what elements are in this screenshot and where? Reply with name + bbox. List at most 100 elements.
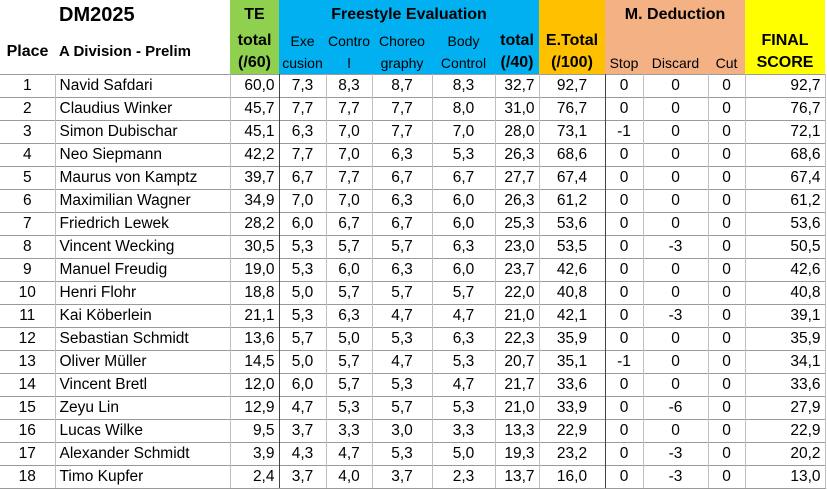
body-control-cell: 5,0 xyxy=(432,441,496,465)
control-cell: 4,7 xyxy=(326,441,373,465)
te-total-cell: 12,0 xyxy=(229,372,280,396)
te-total-cell: 45,1 xyxy=(229,119,280,143)
stop-cell: -1 xyxy=(605,119,644,143)
table-row: 6 Maximilian Wagner 34,9 7,0 7,0 6,3 6,0 26,3 61… xyxy=(0,188,826,212)
final-score-cell: 22,9 xyxy=(744,418,826,442)
discard-cell: 0 xyxy=(643,211,709,235)
te-total-cell: 3,9 xyxy=(229,441,280,465)
table-row: 13 Oliver Müller 14,5 5,0 5,7 4,7 5,3 20,7 35,1-… xyxy=(0,349,826,373)
cut-cell: 0 xyxy=(708,73,746,97)
freestyle-total-cell: 25,3 xyxy=(495,211,540,235)
etotal-cell: 33,9 xyxy=(538,395,606,419)
final-score-cell: 53,6 xyxy=(744,211,826,235)
control-cell: 6,7 xyxy=(326,211,373,235)
freestyle-total-cell: 21,0 xyxy=(495,303,540,327)
execution-cell: 5,7 xyxy=(279,326,327,350)
choreography-cell: 6,3 xyxy=(372,142,433,166)
stop-cell: 0 xyxy=(605,418,644,442)
freestyle-total-cell: 31,0 xyxy=(495,96,540,120)
choreography-cell: 7,7 xyxy=(372,96,433,120)
freestyle-total-cell: 27,7 xyxy=(495,165,540,189)
table-row: 16 Lucas Wilke 9,5 3,7 3,3 3,0 3,3 13,3 22,9 0 0 0 2… xyxy=(0,418,826,442)
final-score-cell: 20,2 xyxy=(744,441,826,465)
discard-cell: 0 xyxy=(643,349,709,373)
execution-cell: 5,3 xyxy=(279,303,327,327)
deduction-blank-cut xyxy=(708,30,746,52)
final-score-cell: 13,0 xyxy=(744,464,826,489)
final-score-cell: 39,1 xyxy=(744,303,826,327)
final-label: FINAL xyxy=(745,30,826,52)
discard-cell: -3 xyxy=(643,441,709,465)
execution-cell: 3,7 xyxy=(279,418,327,442)
etotal-cell: 53,5 xyxy=(538,234,606,258)
te-total-cell: 12,9 xyxy=(229,395,280,419)
control-label-2: l xyxy=(326,52,372,74)
etotal-cell: 67,4 xyxy=(538,165,606,189)
execution-cell: 7,7 xyxy=(279,96,327,120)
place-cell: 4 xyxy=(0,142,56,166)
freestyle-total-label: total xyxy=(495,30,539,52)
athlete-name: Timo Kupfer xyxy=(55,464,231,489)
stop-cell: 0 xyxy=(605,464,644,489)
freestyle-total-cell: 21,7 xyxy=(495,372,540,396)
cut-cell: 0 xyxy=(708,372,746,396)
stop-cell: 0 xyxy=(605,303,644,327)
choreography-cell: 5,7 xyxy=(372,234,433,258)
etotal-cell: 42,6 xyxy=(538,257,606,281)
execution-cell: 4,3 xyxy=(279,441,327,465)
te-total-cell: 60,0 xyxy=(229,73,280,97)
place-cell: 9 xyxy=(0,257,56,281)
stop-cell: 0 xyxy=(605,211,644,235)
control-cell: 5,0 xyxy=(326,326,373,350)
cut-cell: 0 xyxy=(708,188,746,212)
te-total-cell: 39,7 xyxy=(229,165,280,189)
athlete-name: Neo Siepmann xyxy=(55,142,231,166)
cut-cell: 0 xyxy=(708,418,746,442)
cut-cell: 0 xyxy=(708,257,746,281)
control-cell: 3,3 xyxy=(326,418,373,442)
freestyle-total-cell: 21,0 xyxy=(495,395,540,419)
stop-cell: 0 xyxy=(605,280,644,304)
etotal-cell: 16,0 xyxy=(538,464,606,489)
body-control-cell: 6,0 xyxy=(432,257,496,281)
athlete-name: Manuel Freudig xyxy=(55,257,231,281)
control-cell: 5,7 xyxy=(326,280,373,304)
athlete-name: Zeyu Lin xyxy=(55,395,231,419)
final-score-cell: 40,8 xyxy=(744,280,826,304)
discard-cell: 0 xyxy=(643,73,709,97)
control-cell: 5,7 xyxy=(326,349,373,373)
final-score-cell: 68,6 xyxy=(744,142,826,166)
body-control-cell: 8,3 xyxy=(432,73,496,97)
etotal-cell: 40,8 xyxy=(538,280,606,304)
athlete-name: Navid Safdari xyxy=(55,73,231,97)
discard-cell: -6 xyxy=(643,395,709,419)
athlete-name: Vincent Wecking xyxy=(55,234,231,258)
table-row: 14 Vincent Bretl 12,0 6,0 5,7 5,3 4,7 21,7 33,6 0… xyxy=(0,372,826,396)
body-control-cell: 4,7 xyxy=(432,303,496,327)
deduction-header: M. Deduction xyxy=(605,0,746,30)
cut-cell: 0 xyxy=(708,303,746,327)
page-title: DM2025 xyxy=(59,3,135,26)
etotal-header-top xyxy=(539,0,605,30)
stop-cell: -1 xyxy=(605,349,644,373)
stop-label: Stop xyxy=(605,52,643,74)
etotal-unit: (/100) xyxy=(539,52,605,74)
control-cell: 5,3 xyxy=(326,395,373,419)
execution-cell: 5,3 xyxy=(279,257,327,281)
athlete-name: Claudius Winker xyxy=(55,96,231,120)
athlete-name: Vincent Bretl xyxy=(55,372,231,396)
discard-cell: 0 xyxy=(643,142,709,166)
te-total-cell: 21,1 xyxy=(229,303,280,327)
discard-label: Discard xyxy=(643,52,708,74)
choreography-cell: 6,7 xyxy=(372,165,433,189)
cut-cell: 0 xyxy=(708,441,746,465)
discard-cell: 0 xyxy=(643,188,709,212)
execution-cell: 6,7 xyxy=(279,165,327,189)
body-control-cell: 6,0 xyxy=(432,211,496,235)
place-cell: 12 xyxy=(0,326,56,350)
cut-cell: 0 xyxy=(708,96,746,120)
deduction-blank-stop xyxy=(605,30,643,52)
execution-cell: 7,7 xyxy=(279,142,327,166)
etotal-cell: 35,1 xyxy=(538,349,606,373)
table-row: 1 Navid Safdari 60,0 7,3 8,3 8,7 8,3 32,7 92,7 0 0… xyxy=(0,73,826,97)
